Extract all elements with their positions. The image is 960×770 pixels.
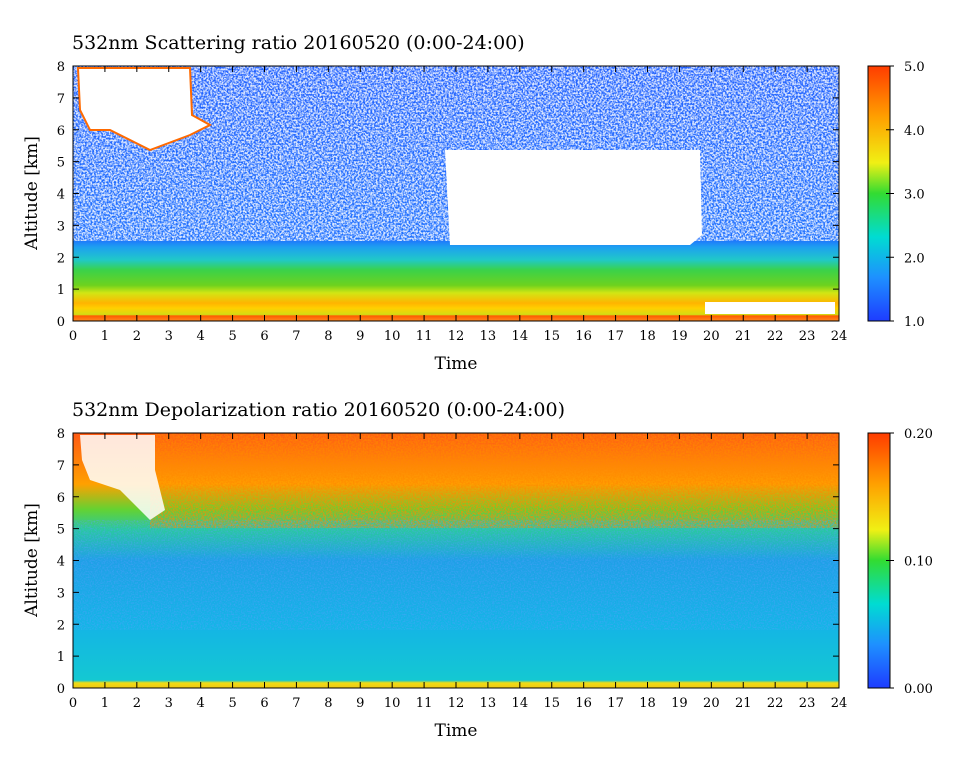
chart-1-title: 532nm Scattering ratio 20160520 (0:00-24…	[72, 32, 525, 54]
y-tick-label: 2	[57, 618, 65, 633]
y-tick-label: 5	[57, 156, 65, 171]
chart-2-noise-blue	[73, 520, 839, 630]
x-tick-label: 9	[356, 329, 364, 344]
x-tick-label: 20	[703, 696, 720, 711]
x-tick-label: 22	[767, 329, 784, 344]
x-tick-label: 2	[133, 696, 141, 711]
y-tick-label: 1	[57, 650, 65, 665]
y-tick-label: 6	[57, 491, 65, 506]
chart-2-colorbar-ticks: 0.00 0.10 0.20	[886, 427, 933, 697]
x-tick-label: 11	[416, 696, 433, 711]
x-tick-label: 23	[799, 329, 816, 344]
chart-1-ylabel: Altitude [km]	[22, 136, 42, 251]
x-tick-label: 13	[480, 696, 497, 711]
x-tick-label: 1	[101, 329, 109, 344]
y-tick-label: 7	[57, 459, 65, 474]
x-tick-label: 8	[324, 329, 332, 344]
x-tick-label: 18	[639, 329, 656, 344]
x-tick-label: 7	[292, 329, 300, 344]
x-tick-label: 15	[543, 696, 560, 711]
y-tick-label: 0	[57, 315, 65, 330]
colorbar-tick-label: 5.0	[904, 60, 925, 75]
x-tick-label: 11	[416, 329, 433, 344]
x-tick-label: 0	[69, 329, 77, 344]
x-tick-label: 17	[607, 696, 624, 711]
x-tick-label: 21	[735, 696, 752, 711]
chart-1-surface-gap	[705, 302, 835, 314]
x-tick-label: 22	[767, 696, 784, 711]
chart-1-clear-region	[445, 150, 702, 245]
x-tick-label: 12	[448, 329, 465, 344]
y-tick-label: 3	[57, 219, 65, 234]
y-tick-label: 8	[57, 427, 65, 442]
y-tick-label: 7	[57, 92, 65, 107]
x-tick-label: 3	[165, 696, 173, 711]
y-tick-label: 4	[57, 555, 65, 570]
chart-1-xlabel: Time	[435, 354, 478, 374]
chart-2-cloud-region	[80, 435, 165, 520]
y-tick-label: 3	[57, 586, 65, 601]
y-tick-label: 5	[57, 523, 65, 538]
x-tick-label: 10	[384, 329, 401, 344]
y-tick-label: 6	[57, 124, 65, 139]
scattering-ratio-panel: 532nm Scattering ratio 20160520 (0:00-24…	[22, 32, 925, 374]
x-tick-label: 19	[671, 329, 688, 344]
x-tick-label: 14	[512, 329, 529, 344]
y-tick-label: 4	[57, 188, 65, 203]
x-tick-label: 6	[260, 329, 268, 344]
chart-1-axes: 0 1 2 3 4 5 6 7 8 9 10 11 12 13 14 15 16 17 18 19 20 21 22 23 24…	[57, 60, 848, 344]
y-tick-label: 1	[57, 283, 65, 298]
x-tick-label: 20	[703, 329, 720, 344]
colorbar-tick-label: 3.0	[904, 188, 925, 203]
x-tick-label: 24	[831, 696, 848, 711]
chart-2-axes: 0 1 2 3 4 5 6 7 8 9 10 11 12 13 14 15 16 17 18 19 20 21 22 23 24…	[57, 427, 848, 711]
x-tick-label: 0	[69, 696, 77, 711]
depolarization-ratio-panel: 532nm Depolarization ratio 20160520 (0:0…	[22, 399, 933, 741]
x-tick-label: 1	[101, 696, 109, 711]
x-tick-label: 16	[575, 696, 592, 711]
chart-2-xlabel: Time	[435, 721, 478, 741]
x-tick-label: 14	[512, 696, 529, 711]
chart-1-cloud-region	[76, 67, 213, 152]
x-tick-label: 5	[228, 329, 236, 344]
chart-2-ylabel: Altitude [km]	[22, 503, 42, 618]
y-tick-label: 0	[57, 682, 65, 697]
colorbar-tick-label: 0.00	[904, 682, 933, 697]
x-tick-label: 15	[543, 329, 560, 344]
x-tick-label: 9	[356, 696, 364, 711]
colorbar-tick-label: 0.20	[904, 427, 933, 442]
colorbar-tick-label: 0.10	[904, 555, 933, 570]
x-tick-label: 4	[197, 696, 205, 711]
x-tick-label: 23	[799, 696, 816, 711]
x-tick-label: 18	[639, 696, 656, 711]
x-tick-label: 6	[260, 696, 268, 711]
x-tick-label: 24	[831, 329, 848, 344]
colorbar-tick-label: 1.0	[904, 315, 925, 330]
x-tick-label: 5	[228, 696, 236, 711]
x-tick-label: 4	[197, 329, 205, 344]
x-tick-label: 16	[575, 329, 592, 344]
x-tick-label: 2	[133, 329, 141, 344]
x-tick-label: 17	[607, 329, 624, 344]
x-tick-label: 21	[735, 329, 752, 344]
y-tick-label: 8	[57, 60, 65, 75]
x-tick-label: 3	[165, 329, 173, 344]
x-tick-label: 7	[292, 696, 300, 711]
x-tick-label: 10	[384, 696, 401, 711]
colorbar-tick-label: 4.0	[904, 124, 925, 139]
x-tick-label: 13	[480, 329, 497, 344]
x-tick-label: 19	[671, 696, 688, 711]
colorbar-tick-label: 2.0	[904, 251, 925, 266]
y-tick-label: 2	[57, 251, 65, 266]
x-tick-label: 8	[324, 696, 332, 711]
x-tick-label: 12	[448, 696, 465, 711]
chart-2-title: 532nm Depolarization ratio 20160520 (0:0…	[72, 399, 565, 421]
chart-1-colorbar-ticks: 1.0 2.0 3.0 4.0 5.0	[886, 60, 925, 330]
chart-2-noise-orange	[150, 433, 839, 528]
